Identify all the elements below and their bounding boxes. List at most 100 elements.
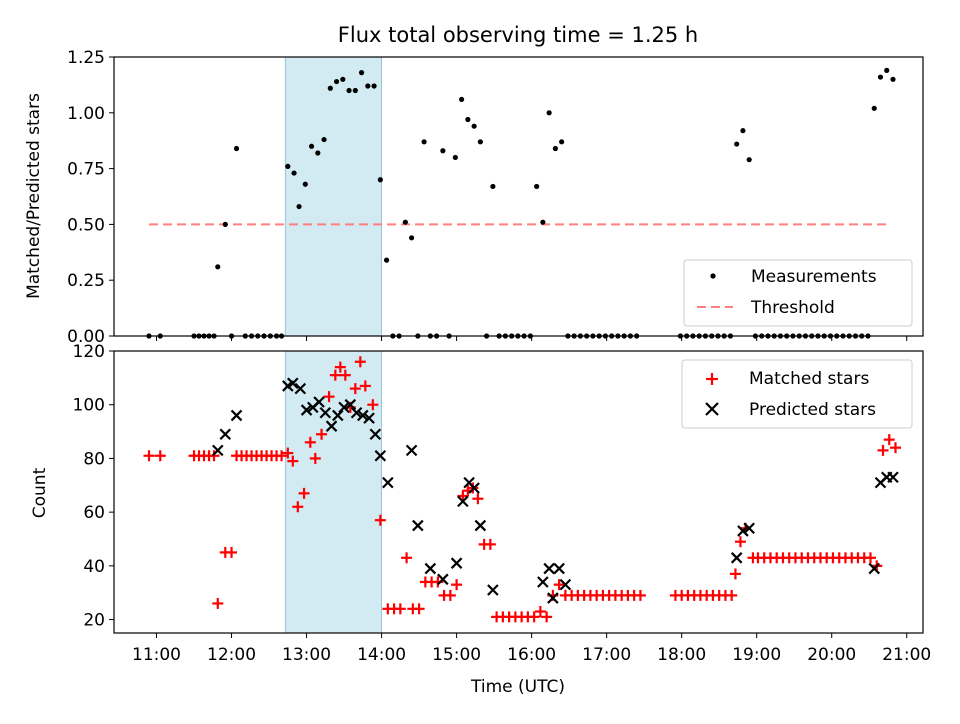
matched-star-point [457,490,469,502]
measurement-point [308,143,315,149]
legend-bottom: Matched stars Predicted stars [681,359,913,429]
measurement-point [559,139,565,145]
matched-star-point [329,369,341,381]
legend-label-measurements: Measurements [751,267,877,287]
measurement-point [222,221,228,227]
predicted-star-point [457,495,469,508]
measurement-point [490,183,496,190]
matched-star-point [534,606,546,618]
highlight-span [284,350,382,634]
matched-star-point [298,487,310,499]
matched-star-point [359,380,371,392]
predicted-star-point [553,562,565,575]
predicted-star-point [212,444,224,457]
legend-label-matched: Matched stars [749,369,869,389]
matched-star-point [413,603,425,615]
x-axis-bottom: 11:00 12:00 13:00 14:00 15:00 16:00 17:00 18:00… [132,633,931,665]
y-bottom-tick-label: 100 [73,396,105,416]
legend-marker-predicted [705,402,719,416]
measurement-point [402,219,408,225]
predicted-star-point [547,592,559,604]
matched-star-point [394,603,406,615]
x-tick-label: 13:00 [282,645,331,665]
matched-star-point [374,514,386,526]
chart-title: Flux total observing time = 1.25 h [338,23,698,47]
matched-star-point [877,444,889,456]
predicted-star-point [294,382,307,395]
matched-star-point [883,434,895,446]
measurement-point [285,163,291,169]
axes-frame-top [113,56,924,337]
measurement-point [871,105,877,111]
measurement-point [452,154,458,161]
x-tick-label: 14:00 [357,645,406,665]
axes-frame-bottom [113,350,924,634]
measurement-point [371,83,377,89]
y-top-tick-label: 0.50 [67,215,105,235]
measurement-point [440,148,446,154]
matched-star-point [226,546,238,558]
y-top-tick-label: 0.00 [67,327,105,347]
matched-star-point [634,589,646,601]
y-axis-top: 0.00 0.25 0.50 0.75 1.00 1.25 [67,48,114,347]
predicted-star-point [543,562,555,575]
predicted-star-point [450,557,463,569]
matched-star-point [323,391,335,403]
predicted-star-point [487,584,499,596]
measurement-point [377,177,383,183]
matched-star-point [334,361,346,373]
measurement-point [327,85,333,91]
predicted-star-point [319,406,332,419]
matched-star-point [444,589,456,601]
predicted-star-point [332,409,344,422]
measurement-point [302,181,308,187]
matched-star-point [292,501,304,513]
matched-star-point [287,455,299,467]
predicted-star-point [412,519,424,532]
predicted-star-point [382,476,394,489]
matched-star-point [889,442,901,454]
measurement-point [315,150,321,156]
measurement-point [358,70,365,76]
measurement-point [296,203,302,210]
matched-star-point [541,611,553,623]
x-tick-label: 20:00 [807,645,856,665]
matched-star-point [729,568,741,580]
matched-star-point [528,611,540,623]
x-tick-label: 18:00 [657,645,706,665]
predicted-stars-points [212,377,899,604]
predicted-star-point [230,409,243,422]
predicted-star-point [325,420,338,432]
measurement-point [365,83,371,89]
measurement-point [890,76,896,82]
x-tick-label: 11:00 [132,645,181,665]
x-tick-label: 19:00 [732,645,781,665]
measurement-point [552,145,558,152]
measurement-point [352,87,358,94]
y-bottom-tick-label: 40 [83,557,105,577]
measurement-point [740,128,746,134]
predicted-star-point [474,519,487,532]
y-bottom-tick-label: 120 [73,342,105,362]
y-bottom-tick-label: 60 [83,503,105,523]
x-axis-label: Time (UTC) [470,677,565,697]
matched-star-point [339,369,351,381]
legend-marker-measurements [710,273,716,279]
predicted-star-point [350,406,363,419]
matched-star-point [349,383,361,395]
measurement-point [233,145,240,152]
y-top-tick-label: 1.00 [67,104,105,124]
predicted-star-point [437,573,449,586]
bottom-panel: 20 40 60 80 100 120 11:00 12:00 13:00 14:00 15:00… [30,342,931,697]
matched-star-point [864,552,876,564]
measurement-point [408,235,415,241]
y-bottom-tick-label: 20 [83,611,105,631]
predicted-star-point [374,449,387,462]
x-ticks-top [156,336,908,341]
measurement-point [471,123,477,129]
top-panel: 0.00 0.25 0.50 0.75 1.00 1.25 Flux total obse… [24,23,924,347]
matched-star-point [354,356,366,368]
matched-star-point [208,450,220,462]
measurement-point [333,78,340,85]
measurement-point [321,136,327,143]
